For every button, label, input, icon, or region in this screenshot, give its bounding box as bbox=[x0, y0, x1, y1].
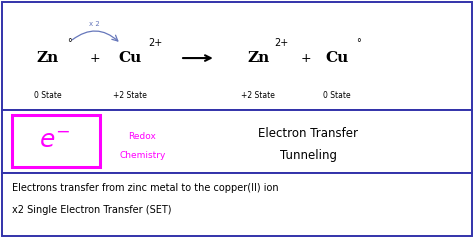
Text: Zn: Zn bbox=[247, 51, 269, 65]
FancyBboxPatch shape bbox=[2, 173, 472, 236]
Text: 2+: 2+ bbox=[148, 38, 162, 48]
Text: 2+: 2+ bbox=[274, 38, 288, 48]
FancyBboxPatch shape bbox=[2, 2, 472, 110]
Text: x2 Single Electron Transfer (SET): x2 Single Electron Transfer (SET) bbox=[12, 205, 171, 215]
Text: Cu: Cu bbox=[325, 51, 348, 65]
Text: Cu: Cu bbox=[118, 51, 142, 65]
Text: x 2: x 2 bbox=[90, 21, 100, 27]
Text: Chemistry: Chemistry bbox=[119, 151, 165, 160]
Text: 0 State: 0 State bbox=[323, 91, 350, 100]
Text: Redox: Redox bbox=[128, 132, 156, 141]
Text: Electron Transfer: Electron Transfer bbox=[258, 128, 358, 140]
FancyBboxPatch shape bbox=[2, 110, 472, 173]
Text: Electrons transfer from zinc metal to the copper(II) ion: Electrons transfer from zinc metal to th… bbox=[12, 183, 279, 193]
Text: $\mathit{e}^{-}$: $\mathit{e}^{-}$ bbox=[39, 129, 70, 153]
Text: +: + bbox=[301, 52, 311, 64]
FancyBboxPatch shape bbox=[12, 115, 100, 167]
Text: °: ° bbox=[356, 38, 361, 48]
Text: +: + bbox=[90, 52, 100, 64]
Text: +2 State: +2 State bbox=[241, 91, 275, 100]
Text: Zn: Zn bbox=[36, 51, 58, 65]
Text: 0 State: 0 State bbox=[34, 91, 61, 100]
Text: Tunneling: Tunneling bbox=[280, 149, 337, 162]
Text: +2 State: +2 State bbox=[113, 91, 147, 100]
Text: °: ° bbox=[67, 38, 72, 48]
